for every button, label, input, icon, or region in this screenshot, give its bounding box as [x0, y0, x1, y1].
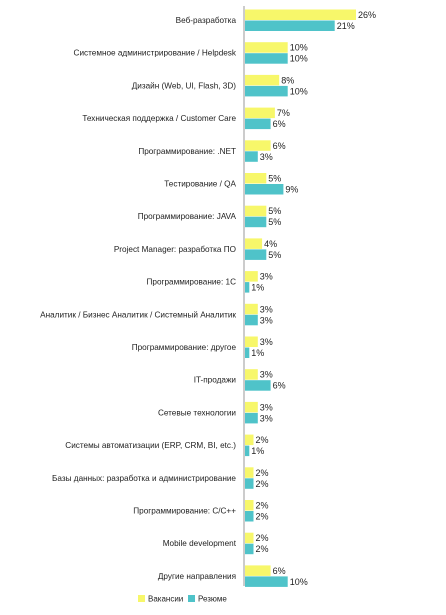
- bar-value-label: 3%: [260, 370, 273, 380]
- category-label: Системы автоматизации (ERP, CRM, BI, etc…: [65, 441, 236, 450]
- bar-value-label: 5%: [268, 217, 281, 227]
- bar-value-label: 10%: [290, 43, 308, 53]
- category-label: Сетевые технологии: [158, 408, 236, 417]
- bar-vacancies: [245, 303, 258, 315]
- category-label: Другие направления: [158, 572, 236, 581]
- bar-vacancies: [245, 434, 254, 446]
- bar-value-label: 5%: [268, 174, 281, 184]
- bar-resumes: [245, 184, 284, 195]
- bar-value-label: 3%: [260, 315, 273, 325]
- legend-label-vacancies: Вакансии: [148, 595, 183, 604]
- bar-resumes: [245, 543, 254, 555]
- category-label: Веб-разработка: [176, 16, 237, 25]
- bar-value-label: 2%: [256, 468, 269, 478]
- category-label: IT-продажи: [194, 376, 236, 385]
- bar-value-label: 2%: [256, 512, 269, 522]
- category-label: Project Manager: разработка ПО: [114, 245, 236, 254]
- bar-resumes: [245, 249, 267, 260]
- bar-value-label: 2%: [256, 544, 269, 554]
- legend-label-resumes: Резюме: [198, 595, 227, 604]
- category-label: Программирование: JAVA: [138, 212, 237, 221]
- bar-value-label: 2%: [256, 533, 269, 543]
- bar-vacancies: [245, 42, 288, 53]
- bar-resumes: [245, 20, 335, 31]
- category-label: Дизайн (Web, UI, Flash, 3D): [132, 81, 237, 90]
- category-label: Техническая поддержка / Customer Care: [82, 114, 236, 123]
- bar-vacancies: [245, 467, 254, 478]
- bar-resumes: [245, 216, 267, 228]
- bar-value-label: 9%: [285, 185, 298, 195]
- bar-vacancies: [245, 74, 280, 86]
- bar-resumes: [245, 151, 258, 162]
- bar-resumes: [245, 412, 258, 424]
- bar-resumes: [245, 380, 271, 391]
- bar-vacancies: [245, 238, 263, 249]
- bar-value-label: 8%: [281, 75, 294, 85]
- bar-value-label: 3%: [260, 272, 273, 282]
- bar-resumes: [245, 347, 250, 358]
- bar-value-label: 5%: [268, 206, 281, 216]
- bar-resumes: [245, 282, 250, 293]
- legend-swatch-resumes: [188, 595, 195, 602]
- category-label: Программирование: .NET: [138, 147, 236, 156]
- bar-vacancies: [245, 401, 258, 413]
- bar-value-label: 1%: [251, 348, 264, 358]
- bar-resumes: [245, 478, 254, 489]
- bar-vacancies: [245, 369, 258, 380]
- bar-vacancies: [245, 565, 271, 576]
- bar-value-label: 2%: [256, 479, 269, 489]
- bar-resumes: [245, 314, 258, 326]
- bar-vacancies: [245, 532, 254, 544]
- bar-vacancies: [245, 107, 275, 119]
- bar-vacancies: [245, 140, 271, 151]
- category-label: Базы данных: разработка и администрирова…: [52, 474, 236, 483]
- bar-value-label: 3%: [260, 304, 273, 314]
- category-label: Тестирование / QA: [164, 180, 236, 189]
- category-label: Программирование: C/C++: [133, 507, 236, 516]
- category-label: Mobile development: [163, 539, 237, 548]
- bar-value-label: 10%: [290, 86, 308, 96]
- bar-vacancies: [245, 336, 258, 347]
- bar-value-label: 26%: [358, 10, 376, 20]
- bar-value-label: 2%: [256, 435, 269, 445]
- bar-value-label: 3%: [260, 337, 273, 347]
- legend-swatch-vacancies: [138, 595, 145, 602]
- category-labels: Веб-разработка Системное администрировани…: [40, 16, 237, 581]
- category-label: Программирование: 1С: [147, 278, 237, 287]
- bar-resumes: [245, 445, 250, 457]
- bar-resumes: [245, 511, 254, 522]
- bar-value-label: 3%: [260, 402, 273, 412]
- bar-value-label: 2%: [256, 501, 269, 511]
- bar-vacancies: [245, 205, 267, 217]
- bar-value-label: 4%: [264, 239, 277, 249]
- bar-value-label: 5%: [268, 250, 281, 260]
- bar-value-label: 1%: [251, 283, 264, 293]
- bar-value-label: 1%: [251, 446, 264, 456]
- bar-resumes: [245, 85, 288, 97]
- bar-value-label: 6%: [273, 381, 286, 391]
- bar-value-label: 6%: [273, 119, 286, 129]
- category-label: Системное администрирование / Helpdesk: [74, 49, 237, 58]
- category-label: Аналитик / Бизнес Аналитик / Системный А…: [40, 310, 236, 319]
- bar-resumes: [245, 576, 288, 587]
- bar-value-label: 6%: [273, 566, 286, 576]
- bar-vacancies: [245, 9, 356, 20]
- value-labels: 26%21%10%10%8%10%7%6%6%3%5%9%5%5%4%5%3%1…: [251, 10, 376, 587]
- bar-value-label: 3%: [260, 152, 273, 162]
- category-label: Программирование: другое: [132, 343, 237, 352]
- bar-value-label: 3%: [260, 413, 273, 423]
- bar-resumes: [245, 118, 271, 130]
- bar-value-label: 10%: [290, 577, 308, 587]
- bar-value-label: 21%: [337, 21, 355, 31]
- bar-value-label: 6%: [273, 141, 286, 151]
- bar-resumes: [245, 53, 288, 64]
- legend: Вакансии Резюме: [138, 595, 227, 604]
- bars: [245, 9, 356, 587]
- bar-value-label: 10%: [290, 54, 308, 64]
- bar-value-label: 7%: [277, 108, 290, 118]
- bar-vacancies: [245, 500, 254, 511]
- bar-vacancies: [245, 173, 267, 184]
- bar-vacancies: [245, 271, 258, 282]
